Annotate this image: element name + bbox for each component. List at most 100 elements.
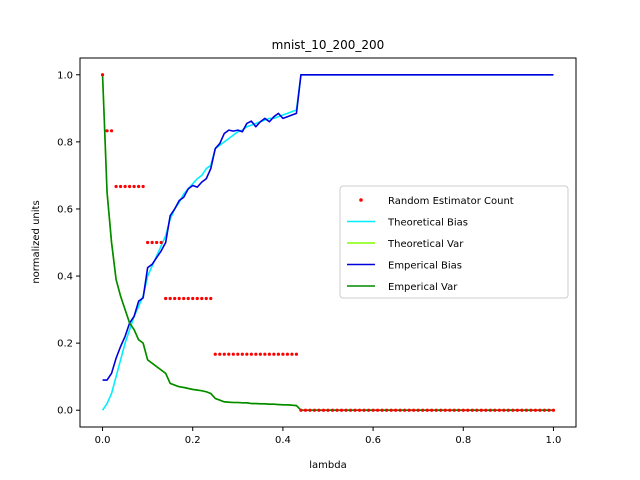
series-line-emperical-var xyxy=(101,74,554,412)
data-point xyxy=(186,296,190,301)
data-point xyxy=(443,408,447,412)
data-point xyxy=(339,408,344,412)
data-point xyxy=(529,408,533,412)
data-point xyxy=(385,408,389,412)
data-point xyxy=(222,352,226,356)
data-point xyxy=(416,408,420,412)
x-tick-label: 1.0 xyxy=(546,435,562,446)
data-point xyxy=(137,184,141,189)
data-point xyxy=(470,408,474,412)
data-point xyxy=(200,296,204,301)
data-point xyxy=(542,408,547,412)
data-point xyxy=(258,352,262,356)
data-point xyxy=(249,352,253,356)
data-point xyxy=(344,408,348,412)
data-point xyxy=(213,352,217,356)
x-tick-label: 0.6 xyxy=(365,435,381,446)
data-point xyxy=(209,296,213,301)
data-point xyxy=(114,184,118,189)
data-point xyxy=(299,408,303,412)
data-point xyxy=(290,352,294,356)
data-point xyxy=(330,408,335,412)
x-axis-label: lambda xyxy=(309,460,346,471)
data-point xyxy=(326,408,330,412)
data-point xyxy=(425,408,429,412)
data-point xyxy=(353,408,357,412)
data-point xyxy=(479,408,483,412)
data-point xyxy=(533,408,538,412)
data-point xyxy=(218,352,222,356)
data-point xyxy=(357,408,362,412)
x-tick-label: 0.4 xyxy=(275,435,291,446)
y-tick-label: 0.8 xyxy=(57,137,73,148)
data-point xyxy=(276,352,280,356)
series-layer xyxy=(100,73,556,412)
y-axis-label: normalized units xyxy=(31,200,42,283)
data-point xyxy=(371,408,375,412)
y-tick-label: 1.0 xyxy=(57,70,73,81)
y-tick-label: 0.0 xyxy=(57,406,73,417)
legend-label: Emperical Bias xyxy=(388,261,462,272)
series-line-emperical-bias xyxy=(102,73,554,381)
data-point xyxy=(227,352,231,356)
data-point xyxy=(497,408,501,412)
data-point xyxy=(362,408,366,412)
data-point xyxy=(195,296,199,301)
y-tick-label: 0.2 xyxy=(57,339,73,350)
data-point xyxy=(515,408,519,412)
data-point xyxy=(366,408,371,412)
data-point xyxy=(452,408,456,412)
data-point xyxy=(520,408,524,412)
data-point xyxy=(430,408,434,412)
data-point xyxy=(434,408,438,412)
series-points-random-estimator-count xyxy=(100,73,556,412)
data-point xyxy=(524,408,529,412)
legend-box xyxy=(339,185,569,299)
data-point xyxy=(475,408,479,412)
data-point xyxy=(461,408,465,412)
data-point xyxy=(308,408,312,412)
x-tick-label: 0.8 xyxy=(455,435,471,446)
legend-swatch xyxy=(359,198,363,202)
data-point xyxy=(146,240,150,245)
data-point xyxy=(317,408,321,412)
data-point xyxy=(403,408,407,412)
legend-label: Random Estimator Count xyxy=(388,196,514,207)
data-point xyxy=(177,296,181,301)
data-point xyxy=(457,408,461,412)
data-point xyxy=(303,408,308,412)
data-point xyxy=(376,408,380,412)
data-point xyxy=(155,240,159,245)
data-point xyxy=(150,240,154,245)
data-point xyxy=(538,408,542,412)
data-point xyxy=(407,408,411,412)
data-point xyxy=(109,129,114,133)
data-point xyxy=(551,408,556,412)
data-point xyxy=(173,296,177,301)
data-point xyxy=(502,408,506,412)
data-point xyxy=(159,240,163,245)
y-tick-label: 0.4 xyxy=(57,272,73,283)
data-point xyxy=(398,408,402,412)
data-point xyxy=(348,408,353,412)
data-point xyxy=(132,184,136,189)
data-point xyxy=(204,296,208,301)
x-axis-ticks: 0.0 0.2 0.4 0.6 0.8 1.0 xyxy=(95,427,562,446)
data-point xyxy=(412,408,416,412)
data-point xyxy=(506,408,510,412)
data-point xyxy=(389,408,393,412)
data-point xyxy=(245,352,249,356)
legend-label: Theoretical Bias xyxy=(387,218,468,229)
data-point xyxy=(118,184,123,189)
data-point xyxy=(394,408,398,412)
data-point xyxy=(547,408,551,412)
data-point xyxy=(466,408,470,412)
legend-label: Theoretical Var xyxy=(387,239,464,250)
data-point xyxy=(272,352,276,356)
data-point xyxy=(263,352,267,356)
data-point xyxy=(231,352,235,356)
data-point xyxy=(321,408,326,412)
data-point xyxy=(164,296,168,301)
